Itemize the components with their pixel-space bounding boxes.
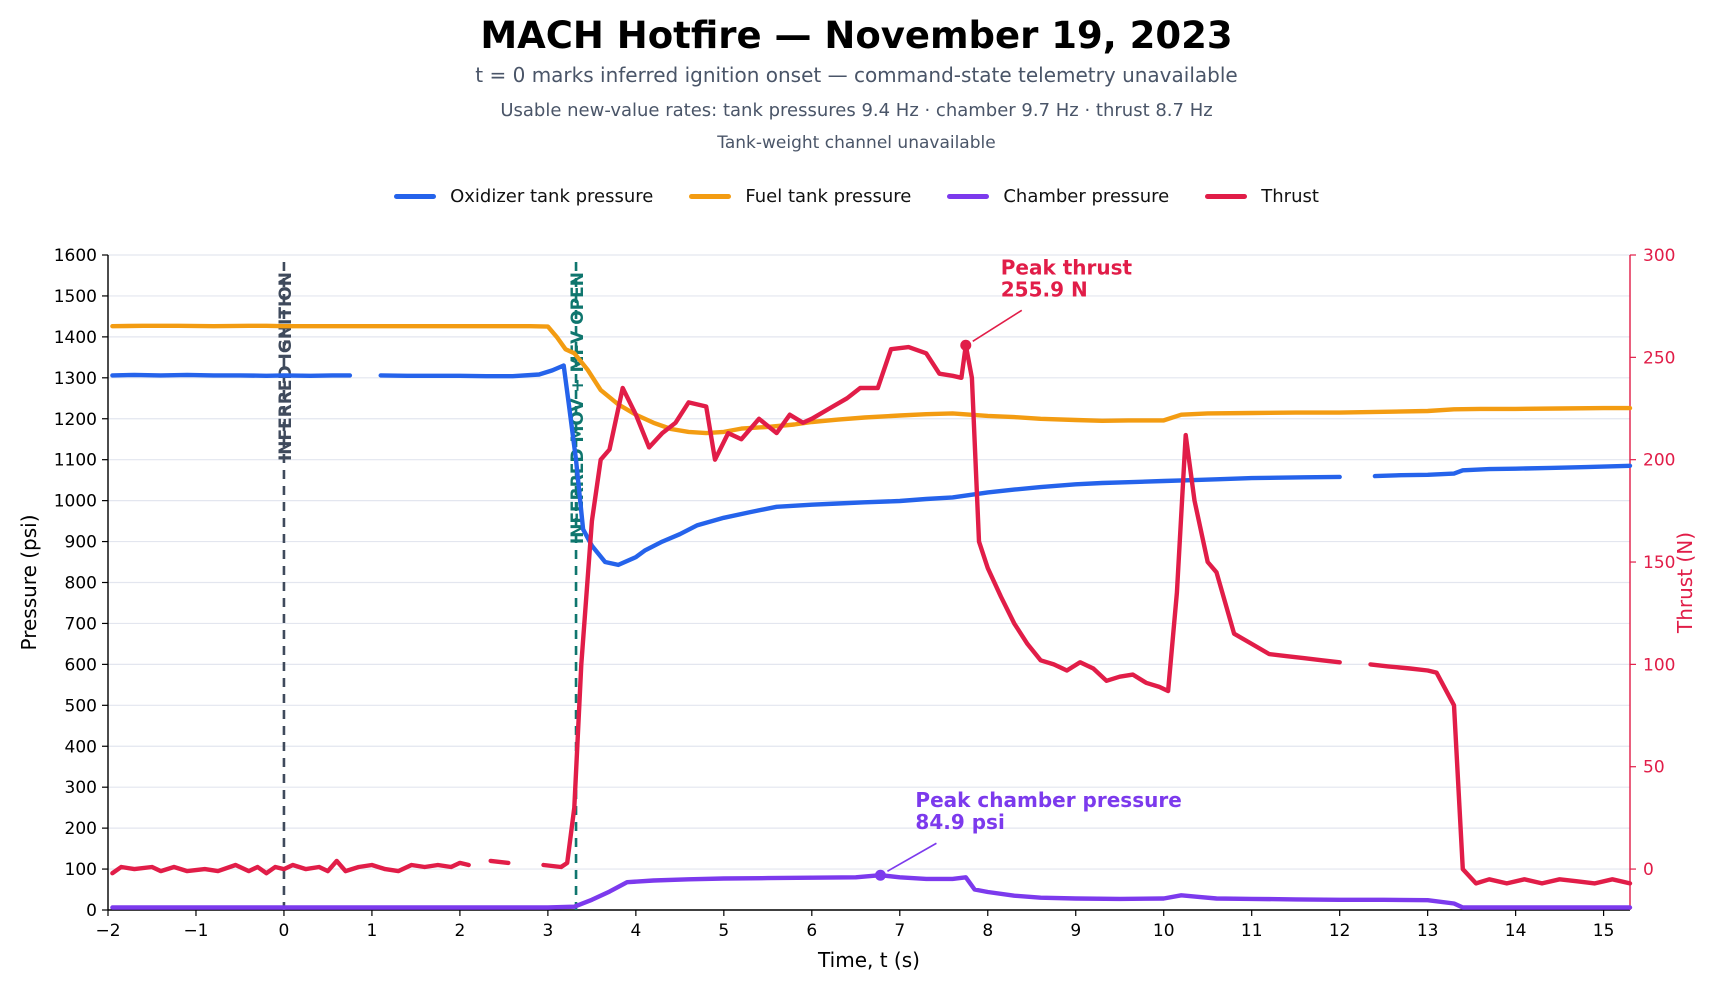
chart-legend: Oxidizer tank pressure Fuel tank pressur… — [0, 186, 1713, 207]
legend-swatch-oxidizer — [394, 194, 437, 199]
y-tick-label-left: 1200 — [54, 410, 97, 430]
annotation-leader — [887, 842, 937, 872]
legend-swatch-thrust — [1205, 194, 1248, 199]
annotation-title: Peak thrust — [1001, 255, 1133, 279]
y-tick-label-left: 1600 — [54, 246, 97, 266]
series-line-oxidizer-tank-pressure — [378, 363, 1342, 568]
x-tick-label: 7 — [894, 921, 905, 941]
y-tick-label-left: 300 — [65, 778, 97, 798]
legend-label-thrust: Thrust — [1261, 186, 1319, 207]
y-tick-label-left: 0 — [86, 901, 97, 921]
x-tick-label: 2 — [454, 921, 465, 941]
legend-swatch-chamber — [947, 194, 990, 199]
x-tick-label: 3 — [542, 921, 553, 941]
annotation-marker — [874, 869, 886, 881]
x-tick-label: −2 — [95, 921, 120, 941]
x-tick-label: 12 — [1329, 921, 1351, 941]
annotation-value: 84.9 psi — [915, 810, 1004, 834]
y-tick-label-right: 100 — [1643, 655, 1675, 675]
y-tick-label-left: 400 — [65, 737, 97, 757]
legend-item-oxidizer: Oxidizer tank pressure — [394, 186, 653, 207]
y-tick-label-left: 600 — [65, 655, 97, 675]
axes: 0100200300400500600700800900100011001200… — [17, 246, 1697, 972]
x-tick-label: 8 — [982, 921, 993, 941]
x-tick-label: 6 — [806, 921, 817, 941]
x-tick-label: 13 — [1417, 921, 1439, 941]
x-tick-label: 14 — [1505, 921, 1527, 941]
y-tick-label-left: 700 — [65, 614, 97, 634]
series-line-thrust — [1368, 662, 1633, 886]
series-line-chamber-pressure — [110, 873, 1633, 910]
y-tick-label-left: 900 — [65, 533, 97, 553]
series-line-oxidizer-tank-pressure — [1372, 463, 1633, 479]
y-tick-label-left: 500 — [65, 696, 97, 716]
series-line-thrust — [541, 343, 1342, 870]
y-tick-label-left: 100 — [65, 860, 97, 880]
legend-item-chamber: Chamber pressure — [947, 186, 1169, 207]
x-tick-label: 1 — [367, 921, 378, 941]
legend-item-fuel: Fuel tank pressure — [689, 186, 911, 207]
x-tick-label: 11 — [1241, 921, 1263, 941]
x-axis-label: Time, t (s) — [817, 948, 920, 972]
chart-subtitle: t = 0 marks inferred ignition onset — co… — [475, 63, 1238, 87]
series-lines — [110, 323, 1633, 910]
x-tick-label: −1 — [183, 921, 208, 941]
valve-open-label: INFERRED MOV + MFV OPEN — [568, 272, 588, 544]
y-tick-label-left: 800 — [65, 574, 97, 594]
y-tick-label-right: 200 — [1643, 451, 1675, 471]
legend-swatch-fuel — [689, 194, 732, 199]
annotation-leader — [972, 309, 1023, 342]
grid-lines — [108, 254, 1630, 870]
annotation-title: Peak chamber pressure — [915, 788, 1181, 812]
y-axis-label-left: Pressure (psi) — [17, 514, 41, 650]
y-tick-label-left: 1500 — [54, 287, 97, 307]
legend-label-fuel: Fuel tank pressure — [745, 186, 912, 207]
y-tick-label-right: 0 — [1643, 860, 1654, 880]
y-tick-label-left: 1400 — [54, 328, 97, 348]
event-markers: INFERRED IGNITION INFERRED MOV + MFV OPEN — [276, 262, 588, 910]
y-tick-label-left: 200 — [65, 819, 97, 839]
annotation-marker — [960, 339, 972, 351]
series-line-thrust — [110, 858, 471, 876]
x-tick-label: 9 — [1070, 921, 1081, 941]
y-tick-label-right: 250 — [1643, 348, 1675, 368]
x-tick-label: 0 — [279, 921, 290, 941]
sample-rate-note: Usable new-value rates: tank pressures 9… — [500, 100, 1213, 121]
y-axis-label-right: Thrust (N) — [1673, 532, 1697, 634]
y-tick-label-left: 1300 — [54, 369, 97, 389]
y-tick-label-right: 50 — [1643, 758, 1665, 778]
x-tick-label: 15 — [1593, 921, 1615, 941]
series-line-thrust — [488, 858, 511, 866]
series-line-fuel-tank-pressure — [110, 323, 1633, 436]
series-line-oxidizer-tank-pressure — [110, 372, 353, 378]
x-tick-label: 4 — [630, 921, 641, 941]
tank-weight-note: Tank-weight channel unavailable — [717, 133, 996, 153]
legend-item-thrust: Thrust — [1205, 186, 1319, 207]
legend-label-oxidizer: Oxidizer tank pressure — [450, 186, 654, 207]
x-tick-label: 5 — [718, 921, 729, 941]
y-tick-label-right: 150 — [1643, 553, 1675, 573]
y-tick-label-left: 1100 — [54, 451, 97, 471]
legend-label-chamber: Chamber pressure — [1003, 186, 1170, 207]
chart-title: MACH Hotfire — November 19, 2023 — [480, 14, 1233, 57]
y-tick-label-left: 1000 — [54, 492, 97, 512]
x-tick-label: 10 — [1153, 921, 1175, 941]
annotation-value: 255.9 N — [1001, 277, 1088, 301]
ignition-label: INFERRED IGNITION — [276, 272, 296, 461]
y-tick-label-right: 300 — [1643, 246, 1675, 266]
